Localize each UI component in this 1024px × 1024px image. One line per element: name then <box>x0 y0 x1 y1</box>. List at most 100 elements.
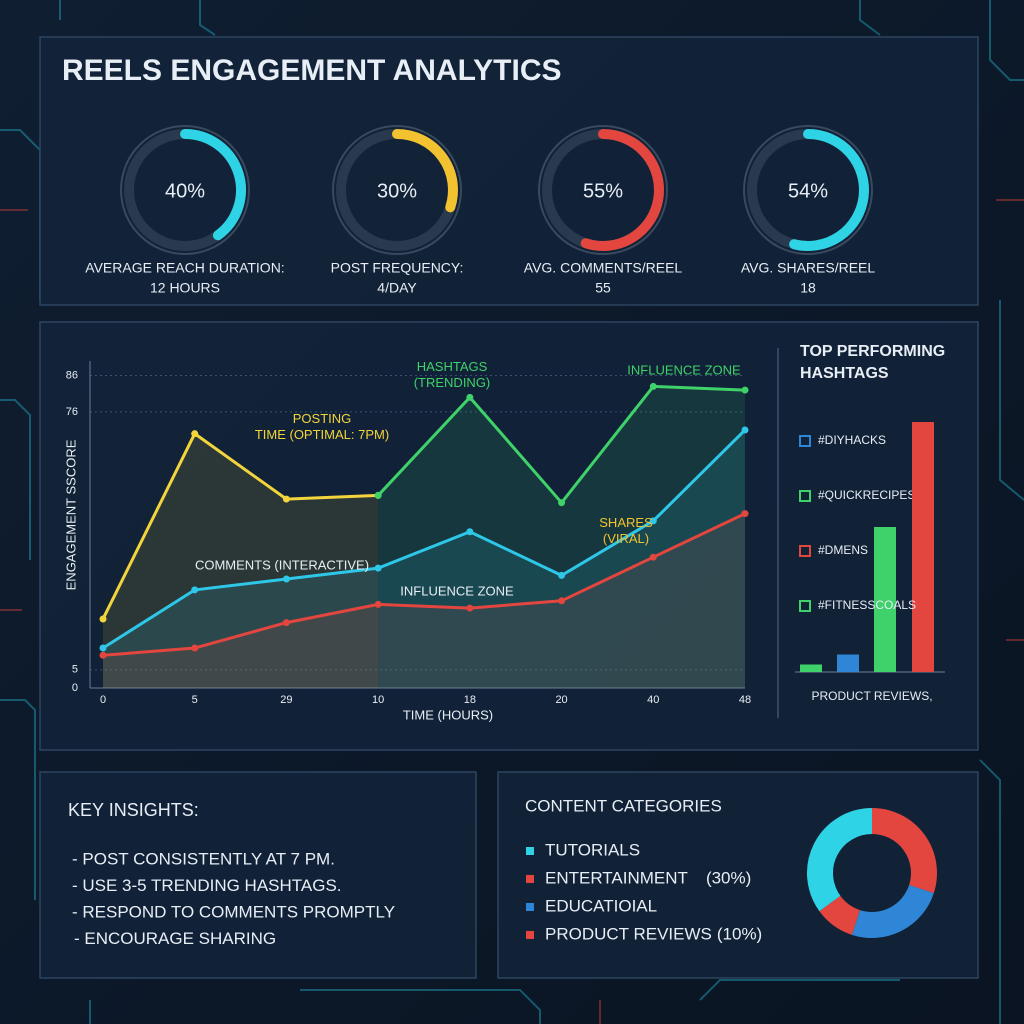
legend-label: EDUCATIOIAL <box>545 896 657 915</box>
series-point <box>99 644 107 652</box>
gauge-outer <box>743 125 873 255</box>
gauge-value: 40% <box>165 180 205 202</box>
series-point <box>282 575 290 583</box>
series-point <box>466 604 474 612</box>
gauge-detail: 18 <box>800 280 816 296</box>
chart-panel <box>39 321 979 751</box>
insights-panel <box>39 771 477 979</box>
series-point <box>741 510 749 518</box>
series-line <box>101 431 379 620</box>
gauge-arc <box>180 129 246 241</box>
series-point <box>649 382 657 390</box>
bar <box>837 654 859 672</box>
legend-value: (30%) <box>706 868 751 887</box>
x-tick-label: 0 <box>100 694 106 706</box>
gauge-outer <box>538 125 668 255</box>
gauge-label: AVERAGE REACH DURATION: <box>85 260 284 276</box>
series-area <box>378 386 745 688</box>
series-point <box>741 386 749 394</box>
gauge-label: AVG. COMMENTS/REEL <box>524 260 683 276</box>
page-title: REELS ENGAGEMENT ANALYTICS <box>62 54 562 87</box>
bar-category: #DMENS <box>818 543 868 557</box>
x-tick-label: 48 <box>739 694 751 706</box>
gauge-label: AVG. SHARES/REEL <box>741 260 876 276</box>
bar-icon <box>799 600 811 612</box>
series-point <box>741 426 749 434</box>
series-label: POSTING TIME (OPTIMAL: 7PM) <box>255 411 389 442</box>
series-area <box>103 430 745 688</box>
series-point <box>374 564 382 572</box>
insight-item: - ENCOURAGE SHARING <box>74 929 276 948</box>
y-tick-label: 86 <box>66 369 78 381</box>
series-point <box>558 499 566 507</box>
gauge-arc <box>580 129 664 251</box>
bar-category: #DIYHACKS <box>818 433 886 447</box>
series-point <box>374 600 382 608</box>
metrics-panel <box>39 36 979 306</box>
series-point <box>466 528 474 536</box>
bar <box>800 664 822 672</box>
bar-icon <box>799 435 811 447</box>
series-point <box>649 517 657 525</box>
y-axis-label: ENGAGEMENT SSCORE <box>63 439 78 590</box>
legend-label: TUTORIALS <box>545 840 640 859</box>
series-area <box>103 433 379 688</box>
x-tick-label: 29 <box>280 694 292 706</box>
legend-value: (10%) <box>717 924 762 943</box>
bar-icon <box>799 545 811 557</box>
gauge-label: POST FREQUENCY: <box>331 260 464 276</box>
y-tick-label: 76 <box>66 406 78 418</box>
series-point <box>191 430 199 438</box>
series-point <box>466 393 474 401</box>
insight-item: - USE 3-5 TRENDING HASHTAGS. <box>72 876 342 895</box>
series-line <box>102 428 747 650</box>
x-tick-label: 10 <box>372 694 384 706</box>
annotation: SHARES (VIRAL) <box>599 515 653 546</box>
bar-title: TOP PERFORMING HASHTAGS <box>800 343 945 382</box>
annotation: INFLUENCE ZONE <box>627 362 741 377</box>
gauge-value: 54% <box>788 180 828 202</box>
series-label: HASHTAGS (TRENDING) <box>414 359 491 390</box>
insight-item: - RESPOND TO COMMENTS PROMPTLY <box>72 902 395 921</box>
series-point <box>99 615 107 623</box>
donut-title: CONTENT CATEGORIES <box>525 796 722 815</box>
insight-item: - POST CONSISTENTLY AT 7 PM. <box>72 849 335 868</box>
gauge-arc <box>789 129 869 251</box>
donut-segment <box>871 808 937 894</box>
series-point <box>191 586 199 594</box>
series-point <box>99 651 107 659</box>
gauge-outer <box>120 125 250 255</box>
donut-segment <box>819 895 861 935</box>
x-tick-label: 40 <box>647 694 659 706</box>
bar <box>912 422 934 672</box>
donut-segment <box>851 884 934 938</box>
series-point <box>558 571 566 579</box>
series-point <box>649 553 657 561</box>
gauge-detail: 12 HOURS <box>150 280 220 296</box>
gauge-arc <box>392 129 458 213</box>
series-point <box>191 644 199 652</box>
series-label: INFLUENCE ZONE <box>400 583 514 598</box>
series-area <box>103 513 745 688</box>
series-point <box>374 491 382 499</box>
legend-swatch <box>526 847 534 855</box>
legend-swatch <box>526 875 534 883</box>
legend-swatch <box>526 931 534 939</box>
gauge-value: 55% <box>583 180 623 202</box>
y-tick-label: 0 <box>72 682 78 694</box>
bar-category: #FITNESSCOALS <box>818 598 916 612</box>
bar-icon <box>799 490 811 502</box>
series-line <box>102 512 746 657</box>
series-point <box>282 495 290 503</box>
x-tick-label: 18 <box>464 694 476 706</box>
categories-panel <box>497 771 979 979</box>
gauge-outer <box>332 125 462 255</box>
bar <box>874 527 896 672</box>
legend-swatch <box>526 903 534 911</box>
x-tick-label: 20 <box>555 694 567 706</box>
gauge-value: 30% <box>377 180 417 202</box>
series-point <box>558 597 566 605</box>
donut-segment <box>807 808 873 912</box>
